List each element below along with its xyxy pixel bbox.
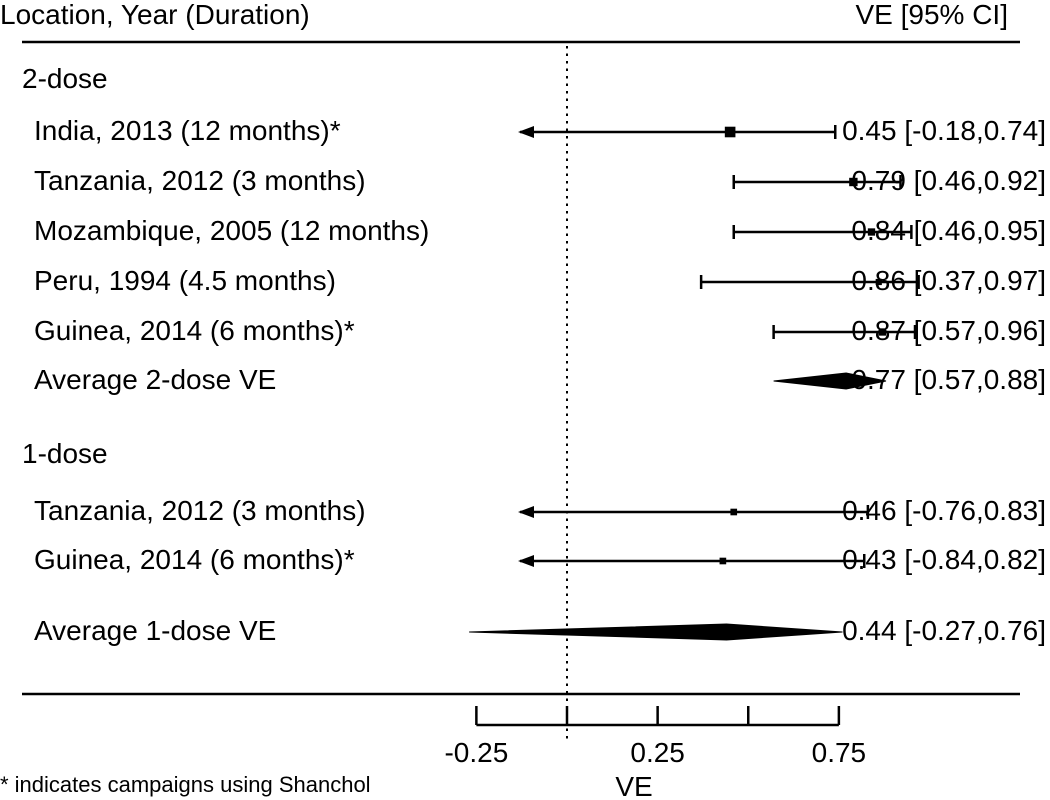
row-ci-text: 0.44 [-0.27,0.76] bbox=[842, 615, 1046, 646]
summary-row: Average 1-dose VE 0.44 [-0.27,0.76] bbox=[34, 615, 1046, 646]
header-right-label: VE [95% CI] bbox=[855, 0, 1008, 30]
row-ci-text: 0.45 [-0.18,0.74] bbox=[842, 115, 1046, 146]
study-row: Mozambique, 2005 (12 months) 0.84 [0.46,0… bbox=[34, 215, 1046, 246]
row-ci-text: 0.46 [-0.76,0.83] bbox=[842, 495, 1046, 526]
study-row: Tanzania, 2012 (3 months) 0.46 [-0.76,0.8… bbox=[34, 495, 1046, 526]
study-row: Guinea, 2014 (6 months)* 0.87 [0.57,0.96] bbox=[34, 315, 1046, 346]
header-left-label: Location, Year (Duration) bbox=[0, 0, 310, 30]
point-estimate bbox=[875, 278, 882, 286]
row-label: Peru, 1994 (4.5 months) bbox=[34, 265, 336, 296]
row-ci-text: 0.77 [0.57,0.88] bbox=[851, 364, 1046, 395]
point-estimate bbox=[719, 557, 727, 565]
study-row: Guinea, 2014 (6 months)* 0.43 [-0.84,0.82… bbox=[34, 544, 1046, 575]
summary-diamond bbox=[773, 372, 887, 390]
x-axis-title: VE bbox=[615, 771, 652, 800]
study-row: India, 2013 (12 months)* 0.45 [-0.18,0.74… bbox=[34, 115, 1046, 146]
row-label: Average 2-dose VE bbox=[34, 364, 276, 395]
row-label: Tanzania, 2012 (3 months) bbox=[34, 495, 366, 526]
ci-arrow-left bbox=[518, 126, 534, 138]
row-ci-text: 0.86 [0.37,0.97] bbox=[851, 265, 1046, 296]
x-tick-label: -0.25 bbox=[444, 737, 508, 768]
summary-row: Average 2-dose VE 0.77 [0.57,0.88] bbox=[34, 364, 1046, 395]
study-row: Peru, 1994 (4.5 months) 0.86 [0.37,0.97] bbox=[34, 265, 1046, 296]
point-estimate bbox=[730, 508, 738, 516]
ci-arrow-left bbox=[518, 555, 534, 567]
row-ci-text: 0.79 [0.46,0.92] bbox=[851, 165, 1046, 196]
row-label: Guinea, 2014 (6 months)* bbox=[34, 544, 355, 575]
footnote: * indicates campaigns using Shanchol bbox=[0, 772, 371, 797]
ci-arrow-left bbox=[518, 506, 534, 518]
point-estimate bbox=[878, 328, 887, 336]
study-row: Tanzania, 2012 (3 months) 0.79 [0.46,0.92… bbox=[34, 165, 1046, 196]
row-label: Average 1-dose VE bbox=[34, 615, 276, 646]
row-ci-text: 0.43 [-0.84,0.82] bbox=[842, 544, 1046, 575]
x-axis: -0.25 0.25 0.75 bbox=[444, 706, 866, 768]
group-label: 2-dose bbox=[22, 63, 108, 94]
point-estimate bbox=[724, 126, 736, 138]
x-tick-label: 0.75 bbox=[812, 737, 867, 768]
group-label: 1-dose bbox=[22, 438, 108, 469]
forest-rows: 2-dose India, 2013 (12 months)* 0.45 [-0.1… bbox=[22, 63, 1046, 646]
row-label: Guinea, 2014 (6 months)* bbox=[34, 315, 355, 346]
row-label: Tanzania, 2012 (3 months) bbox=[34, 165, 366, 196]
row-label: India, 2013 (12 months)* bbox=[34, 115, 341, 146]
row-ci-text: 0.84 [0.46,0.95] bbox=[851, 215, 1046, 246]
point-estimate bbox=[867, 228, 876, 236]
x-tick-label: 0.25 bbox=[630, 737, 685, 768]
row-label: Mozambique, 2005 (12 months) bbox=[34, 215, 429, 246]
point-estimate bbox=[849, 177, 858, 187]
summary-diamond bbox=[469, 623, 843, 641]
